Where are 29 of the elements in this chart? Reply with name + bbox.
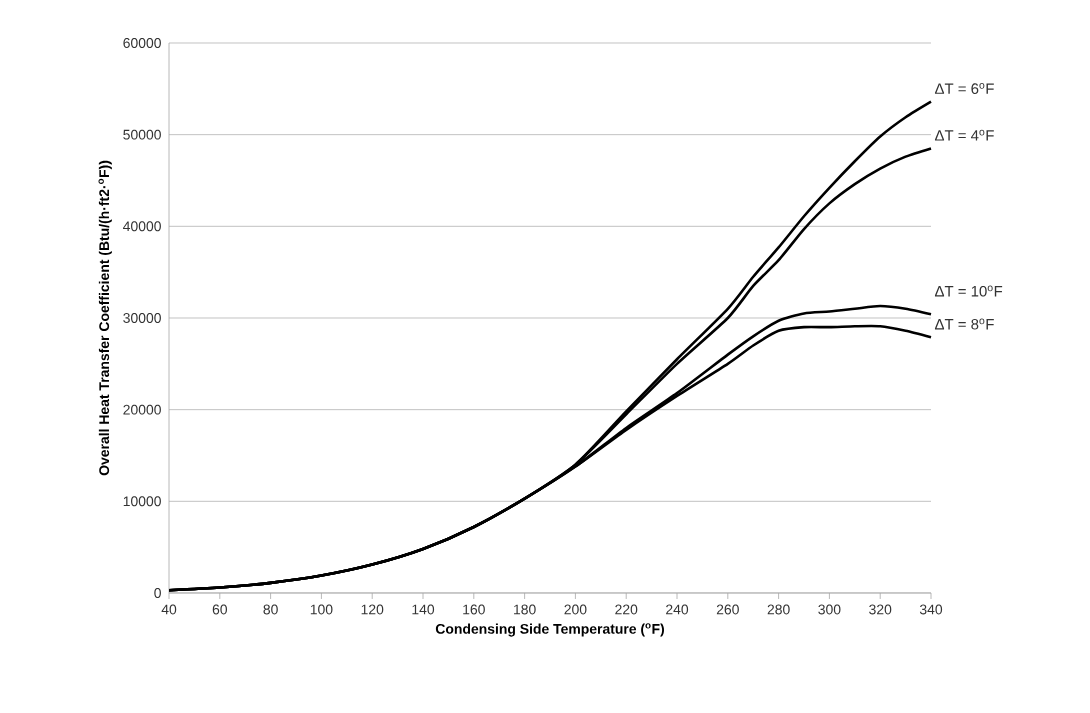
y-tick-label: 60000 [123, 38, 161, 48]
series-label: ΔT = 10$^{o}$F [934, 285, 1003, 297]
x-tick-label: 300 [818, 604, 841, 615]
x-tick-label: 80 [263, 604, 278, 615]
series-label: ΔT = 4$^{o}$F [934, 129, 994, 141]
x-tick-label: 320 [869, 604, 892, 615]
x-tick-label: 160 [463, 604, 485, 615]
x-axis-title: Condensing Side Temperature ($^{o}$F) [435, 623, 665, 637]
x-tick-label: 280 [767, 604, 790, 615]
x-tick-label: 240 [666, 604, 689, 615]
x-tick-label: 260 [716, 604, 739, 615]
x-tick-label: 100 [310, 604, 333, 615]
x-tick-label: 340 [919, 604, 943, 615]
x-tick-label: 120 [361, 604, 384, 615]
y-tick-label: 20000 [123, 404, 161, 415]
y-tick-label: 0 [154, 588, 161, 598]
series-label: ΔT = 6$^{o}$F [934, 82, 994, 94]
x-tick-label: 200 [564, 604, 587, 615]
y-tick-label: 40000 [123, 221, 161, 232]
x-tick-label: 60 [212, 604, 228, 615]
y-axis-title: Overall Heat Transfer Coefficient (Btu/(h·ft2·$^{o}$F)) [98, 160, 112, 476]
x-tick-label: 220 [615, 604, 638, 615]
y-tick-label: 10000 [123, 496, 161, 507]
y-tick-label: 30000 [123, 313, 161, 323]
y-tick-label: 50000 [123, 129, 161, 140]
x-tick-label: 40 [161, 604, 177, 615]
x-tick-label: 180 [514, 604, 536, 615]
series-label: ΔT = 8$^{o}$F [934, 318, 994, 330]
x-tick-label: 140 [412, 604, 435, 615]
